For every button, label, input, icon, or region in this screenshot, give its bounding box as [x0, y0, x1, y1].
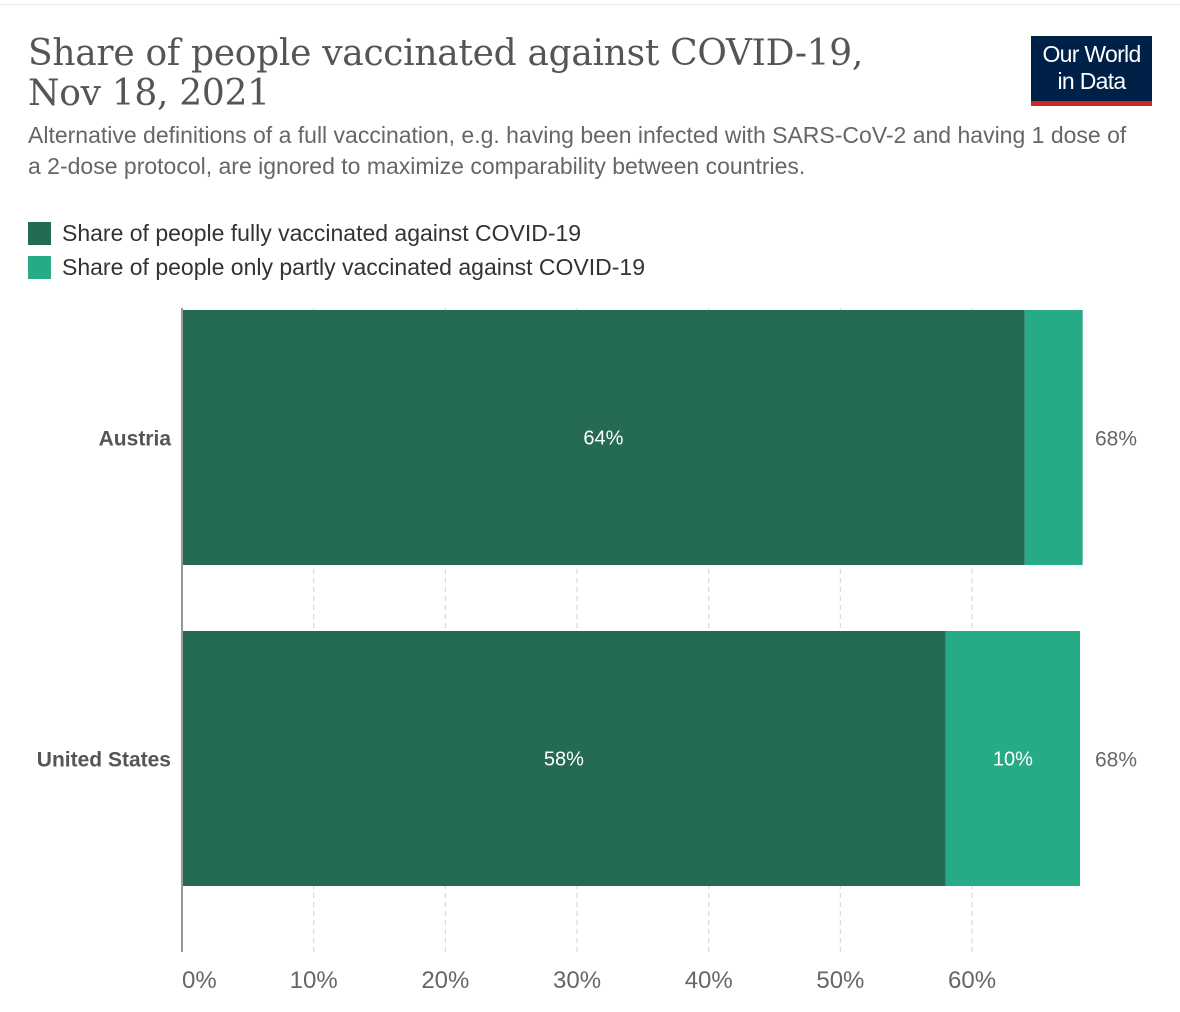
logo-line-2: in Data: [1057, 68, 1127, 94]
legend-item-partly[interactable]: Share of people only partly vaccinated a…: [28, 250, 645, 284]
x-tick-label-30: 30%: [553, 967, 601, 994]
legend-item-fully[interactable]: Share of people fully vaccinated against…: [28, 216, 645, 250]
x-tick-label-0: 0%: [182, 967, 217, 994]
category-label-0: Austria: [99, 428, 172, 451]
total-label-0: 68%: [1095, 428, 1137, 451]
legend-swatch-fully: [28, 221, 51, 245]
category-label-1: United States: [37, 749, 171, 772]
bar-fully-1[interactable]: [182, 631, 946, 886]
data-label-fully-1: 58%: [544, 749, 584, 771]
x-tick-label-50: 50%: [816, 967, 864, 994]
data-label-fully-0: 64%: [583, 428, 623, 450]
our-world-in-data-logo[interactable]: Our World in Data: [1031, 36, 1152, 106]
legend-swatch-partly: [28, 255, 51, 279]
chart-subtitle: Alternative definitions of a full vaccin…: [28, 122, 1127, 179]
x-tick-label-40: 40%: [685, 967, 733, 994]
logo-line-1: Our World: [1042, 41, 1141, 67]
legend: Share of people fully vaccinated against…: [28, 216, 645, 284]
legend-label-fully: Share of people fully vaccinated against…: [62, 219, 582, 246]
bar-fully-0[interactable]: [182, 310, 1025, 565]
x-tick-label-60: 60%: [948, 967, 996, 994]
chart-title: Share of people vaccinated against COVID…: [28, 33, 864, 114]
stacked-bar-chart: 64% Austria 68% 58% 10% United States 68% 0% 10%…: [37, 308, 1137, 994]
total-label-1: 68%: [1095, 749, 1137, 772]
top-divider: [0, 4, 1180, 5]
legend-label-partly: Share of people only partly vaccinated a…: [62, 253, 645, 280]
bar-partly-1[interactable]: [945, 631, 1081, 886]
bar-partly-0[interactable]: [1024, 310, 1083, 565]
data-label-partly-1: 10%: [993, 749, 1033, 771]
x-tick-label-10: 10%: [290, 967, 338, 994]
x-tick-label-20: 20%: [421, 967, 469, 994]
